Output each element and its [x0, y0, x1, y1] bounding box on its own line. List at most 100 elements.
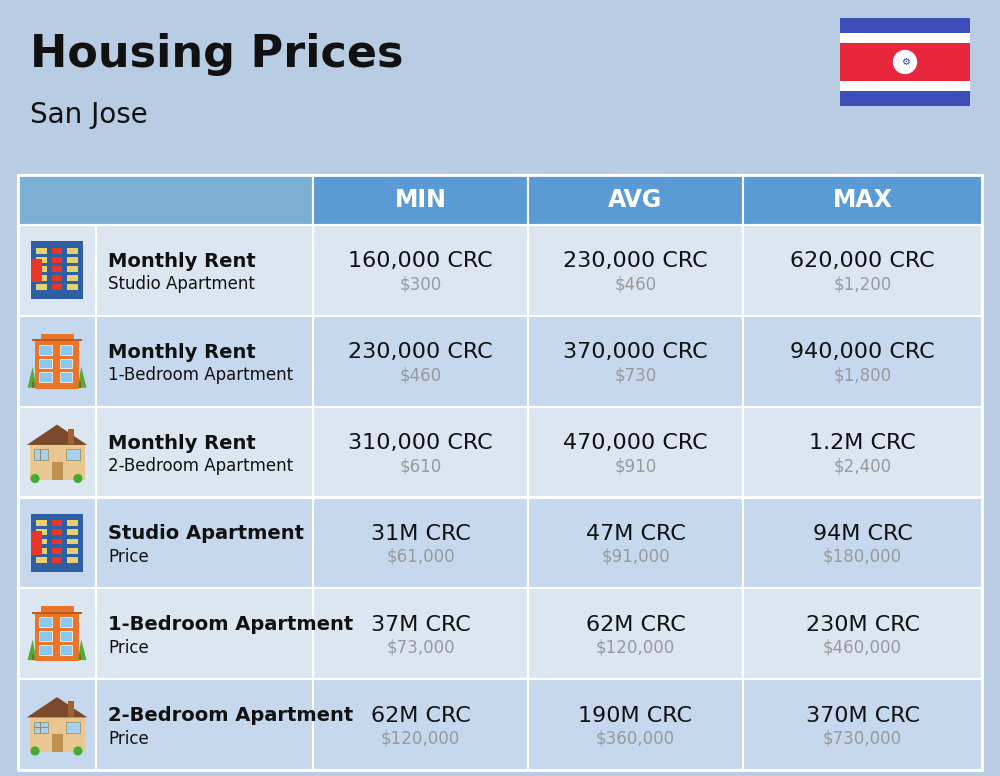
Bar: [840, 18, 970, 33]
Bar: [30, 716, 84, 752]
Bar: [39, 645, 52, 655]
Text: $910: $910: [614, 457, 657, 475]
Bar: [96, 316, 313, 407]
Bar: [40, 334, 74, 341]
Bar: [528, 588, 743, 679]
Bar: [52, 275, 62, 281]
Text: 1-Bedroom Apartment: 1-Bedroom Apartment: [108, 366, 293, 384]
Bar: [32, 339, 82, 341]
Text: Price: Price: [108, 548, 149, 566]
Bar: [35, 339, 79, 389]
Bar: [67, 285, 78, 290]
Bar: [67, 275, 78, 281]
Polygon shape: [27, 697, 87, 718]
Bar: [39, 372, 52, 382]
Text: San Jose: San Jose: [30, 101, 148, 129]
Text: ⚙: ⚙: [901, 57, 909, 67]
Bar: [34, 722, 48, 733]
Text: 94M CRC: 94M CRC: [813, 524, 912, 544]
Text: $61,000: $61,000: [386, 548, 455, 566]
Bar: [313, 679, 528, 770]
Bar: [743, 679, 982, 770]
Text: $180,000: $180,000: [823, 548, 902, 566]
Text: 1-Bedroom Apartment: 1-Bedroom Apartment: [108, 615, 353, 634]
Circle shape: [74, 475, 82, 483]
Text: Price: Price: [108, 639, 149, 656]
Text: 230M CRC: 230M CRC: [806, 615, 920, 635]
Bar: [18, 588, 96, 679]
Bar: [743, 316, 982, 407]
Polygon shape: [78, 367, 87, 388]
Bar: [36, 539, 47, 545]
Bar: [313, 407, 528, 497]
Bar: [52, 529, 62, 535]
Bar: [31, 532, 42, 555]
Bar: [36, 266, 47, 272]
Bar: [840, 33, 970, 43]
Bar: [60, 631, 72, 641]
Text: 1.2M CRC: 1.2M CRC: [809, 433, 916, 453]
Bar: [39, 359, 52, 369]
Bar: [31, 514, 83, 572]
Bar: [52, 548, 62, 553]
Bar: [66, 722, 80, 733]
Text: 230,000 CRC: 230,000 CRC: [348, 342, 493, 362]
Bar: [52, 266, 62, 272]
Bar: [840, 91, 970, 106]
Circle shape: [31, 747, 39, 755]
Bar: [313, 316, 528, 407]
Bar: [743, 407, 982, 497]
Bar: [67, 248, 78, 254]
Bar: [40, 606, 74, 613]
Bar: [96, 588, 313, 679]
Text: 230,000 CRC: 230,000 CRC: [563, 251, 708, 272]
Bar: [528, 497, 743, 588]
Circle shape: [74, 747, 82, 755]
Text: $1,800: $1,800: [833, 366, 892, 384]
Text: MAX: MAX: [833, 188, 892, 212]
Bar: [60, 645, 72, 655]
Text: 2-Bedroom Apartment: 2-Bedroom Apartment: [108, 457, 293, 475]
Bar: [36, 275, 47, 281]
Text: $730,000: $730,000: [823, 729, 902, 747]
Text: 62M CRC: 62M CRC: [371, 705, 470, 726]
Bar: [39, 617, 52, 627]
Bar: [313, 497, 528, 588]
Bar: [67, 520, 78, 526]
Bar: [68, 429, 74, 445]
Text: $730: $730: [614, 366, 657, 384]
Text: $460,000: $460,000: [823, 639, 902, 656]
Polygon shape: [27, 424, 87, 445]
Bar: [39, 345, 52, 355]
Text: 160,000 CRC: 160,000 CRC: [348, 251, 493, 272]
Text: Monthly Rent: Monthly Rent: [108, 252, 256, 271]
Text: Price: Price: [108, 729, 149, 747]
Bar: [18, 175, 982, 770]
Text: $360,000: $360,000: [596, 729, 675, 747]
Text: AVG: AVG: [608, 188, 663, 212]
Bar: [840, 81, 970, 91]
Bar: [60, 372, 72, 382]
Bar: [743, 175, 982, 225]
Text: Housing Prices: Housing Prices: [30, 33, 404, 77]
Bar: [52, 520, 62, 526]
Text: 310,000 CRC: 310,000 CRC: [348, 433, 493, 453]
Text: $2,400: $2,400: [833, 457, 892, 475]
Text: $91,000: $91,000: [601, 548, 670, 566]
Bar: [32, 382, 34, 388]
Bar: [96, 497, 313, 588]
Bar: [52, 734, 62, 752]
Bar: [32, 655, 34, 660]
Bar: [18, 407, 96, 497]
Bar: [36, 520, 47, 526]
Bar: [52, 539, 62, 545]
Text: $1,200: $1,200: [833, 275, 892, 293]
Bar: [840, 43, 970, 81]
Text: 370M CRC: 370M CRC: [806, 705, 920, 726]
Polygon shape: [28, 367, 36, 388]
Bar: [67, 257, 78, 263]
Circle shape: [894, 50, 916, 74]
Bar: [79, 382, 81, 388]
Bar: [67, 529, 78, 535]
Bar: [96, 407, 313, 497]
